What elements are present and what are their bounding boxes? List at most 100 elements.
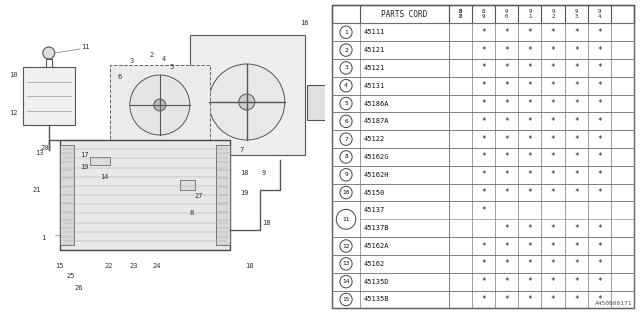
Text: 10: 10 xyxy=(9,72,17,78)
Text: 45187A: 45187A xyxy=(364,118,389,124)
Text: 45186A: 45186A xyxy=(364,100,389,107)
Text: 15: 15 xyxy=(342,297,350,302)
Text: 11: 11 xyxy=(81,44,90,50)
Text: 25: 25 xyxy=(67,273,76,279)
Text: 45135B: 45135B xyxy=(364,296,389,302)
Text: 22: 22 xyxy=(105,263,113,269)
Bar xyxy=(307,85,327,120)
Text: *: * xyxy=(481,295,486,304)
Text: *: * xyxy=(481,28,486,37)
Text: 9
4: 9 4 xyxy=(598,10,601,19)
Text: *: * xyxy=(481,117,486,126)
Text: *: * xyxy=(550,259,556,268)
Text: 45137: 45137 xyxy=(364,207,385,213)
Text: *: * xyxy=(597,45,602,55)
Text: 45150: 45150 xyxy=(364,189,385,196)
Text: 11: 11 xyxy=(342,217,350,222)
Text: *: * xyxy=(504,135,509,144)
Text: 9
1: 9 1 xyxy=(528,10,531,19)
Text: 2: 2 xyxy=(344,48,348,52)
Text: *: * xyxy=(550,188,556,197)
Text: *: * xyxy=(574,170,579,179)
Text: *: * xyxy=(597,28,602,37)
Text: *: * xyxy=(574,259,579,268)
Text: 18: 18 xyxy=(245,263,253,269)
Text: 8: 8 xyxy=(190,210,194,216)
Text: 1: 1 xyxy=(41,235,45,241)
Circle shape xyxy=(239,94,255,110)
Text: 45162H: 45162H xyxy=(364,172,389,178)
Text: 45162A: 45162A xyxy=(364,243,389,249)
Text: *: * xyxy=(550,170,556,179)
Text: *: * xyxy=(597,188,602,197)
Text: *: * xyxy=(527,295,532,304)
Text: 3: 3 xyxy=(344,65,348,70)
Text: 27: 27 xyxy=(195,193,204,199)
Text: 19: 19 xyxy=(240,190,248,196)
Text: *: * xyxy=(527,81,532,90)
Text: 8
8: 8 8 xyxy=(459,10,462,19)
Text: 13: 13 xyxy=(342,261,350,266)
Text: 45162G: 45162G xyxy=(364,154,389,160)
Text: 4: 4 xyxy=(344,83,348,88)
Text: *: * xyxy=(527,117,532,126)
Text: *: * xyxy=(527,152,532,162)
Text: *: * xyxy=(597,259,602,268)
Text: *: * xyxy=(597,170,602,179)
Text: *: * xyxy=(504,188,509,197)
Text: *: * xyxy=(527,28,532,37)
Text: *: * xyxy=(597,152,602,162)
Circle shape xyxy=(43,47,55,59)
Circle shape xyxy=(154,99,166,111)
Text: 9: 9 xyxy=(344,172,348,177)
Bar xyxy=(60,145,74,245)
Text: *: * xyxy=(527,224,532,233)
Circle shape xyxy=(209,64,285,140)
Text: *: * xyxy=(481,81,486,90)
Text: *: * xyxy=(550,135,556,144)
Text: 6: 6 xyxy=(118,74,122,80)
Text: *: * xyxy=(550,295,556,304)
Text: 8
7: 8 7 xyxy=(459,10,462,19)
Text: *: * xyxy=(550,277,556,286)
Text: *: * xyxy=(481,188,486,197)
Text: 19: 19 xyxy=(80,164,88,170)
Text: *: * xyxy=(504,224,509,233)
Text: 26: 26 xyxy=(75,285,83,291)
Text: 9
0: 9 0 xyxy=(505,10,508,19)
Text: 14: 14 xyxy=(100,174,108,180)
Text: *: * xyxy=(504,99,509,108)
Text: 4: 4 xyxy=(162,56,166,62)
Text: 17: 17 xyxy=(80,152,88,158)
Text: *: * xyxy=(504,152,509,162)
Text: *: * xyxy=(504,277,509,286)
Text: *: * xyxy=(574,45,579,55)
Text: *: * xyxy=(504,63,509,72)
Text: *: * xyxy=(574,224,579,233)
Text: 12: 12 xyxy=(9,110,17,116)
Text: *: * xyxy=(597,99,602,108)
Text: *: * xyxy=(597,81,602,90)
Text: *: * xyxy=(550,63,556,72)
Text: 16: 16 xyxy=(300,20,308,26)
Bar xyxy=(180,180,195,190)
Text: *: * xyxy=(574,295,579,304)
Text: *: * xyxy=(574,117,579,126)
Text: 45121: 45121 xyxy=(364,65,385,71)
Text: *: * xyxy=(597,224,602,233)
Text: 45135D: 45135D xyxy=(364,279,389,285)
Text: *: * xyxy=(597,135,602,144)
Text: *: * xyxy=(574,63,579,72)
Text: 45122: 45122 xyxy=(364,136,385,142)
Text: *: * xyxy=(481,63,486,72)
Text: *: * xyxy=(504,259,509,268)
Text: 8
9: 8 9 xyxy=(482,10,485,19)
Text: 9
3: 9 3 xyxy=(575,10,578,19)
Text: 18: 18 xyxy=(240,170,248,176)
Text: *: * xyxy=(527,135,532,144)
Text: *: * xyxy=(481,259,486,268)
Text: 9: 9 xyxy=(262,170,266,176)
Text: 45137B: 45137B xyxy=(364,225,389,231)
Text: *: * xyxy=(504,242,509,251)
Text: 12: 12 xyxy=(342,244,350,249)
